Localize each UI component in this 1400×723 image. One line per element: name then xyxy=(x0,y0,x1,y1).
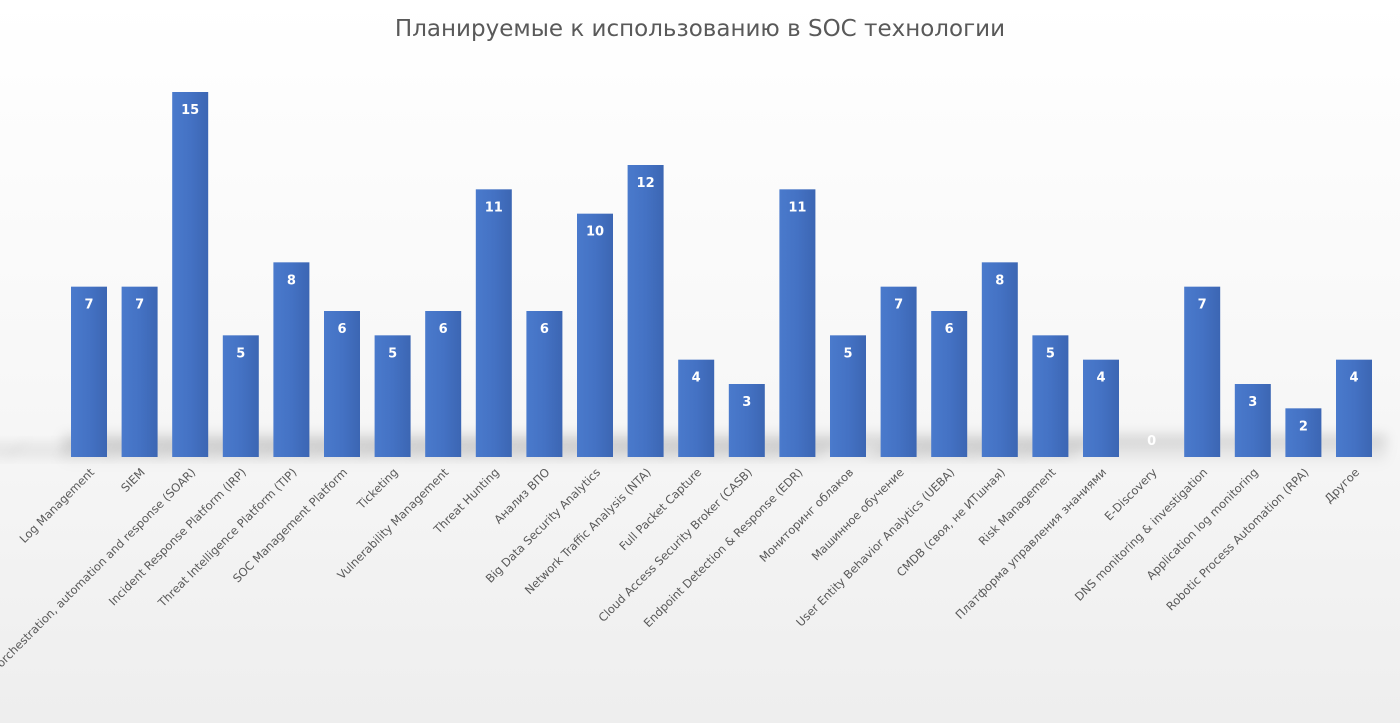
data-label: 6 xyxy=(945,322,954,337)
data-label: 6 xyxy=(337,322,346,337)
bars xyxy=(71,92,1372,458)
bar xyxy=(172,92,209,457)
bar xyxy=(71,286,107,457)
bar xyxy=(526,311,563,457)
bar xyxy=(222,335,259,457)
bar xyxy=(121,286,158,457)
bar xyxy=(1083,359,1119,457)
data-label: 15 xyxy=(181,103,199,118)
bar xyxy=(273,262,310,457)
data-label: 4 xyxy=(1349,371,1358,386)
data-label: 3 xyxy=(742,395,751,410)
bar xyxy=(627,165,664,457)
bar xyxy=(1184,286,1221,457)
data-label: 8 xyxy=(287,273,296,288)
bar xyxy=(1336,359,1372,457)
data-label: 4 xyxy=(692,371,701,386)
bar xyxy=(728,384,765,457)
data-label: 11 xyxy=(485,200,503,215)
x-tick-label: Машинное обучение xyxy=(809,465,907,563)
data-label: 10 xyxy=(586,225,604,240)
x-tick-label: Log Management xyxy=(17,465,98,546)
data-label: 11 xyxy=(788,200,806,215)
bar xyxy=(1234,384,1271,457)
data-label: 5 xyxy=(1046,346,1055,361)
chart-title: Планируемые к использованию в SOC технол… xyxy=(394,16,1006,42)
bar xyxy=(1285,408,1322,457)
data-label: 7 xyxy=(84,298,93,313)
bar xyxy=(577,213,613,457)
data-label: 6 xyxy=(439,322,448,337)
bar xyxy=(1032,335,1069,457)
data-label: 4 xyxy=(1096,371,1105,386)
bar xyxy=(880,286,917,457)
data-label: 6 xyxy=(540,322,549,337)
value-labels: 7 7 15 5 8 6 5 6 11 6 10 12 4 3 11 5 7 6 8 5 4 0 7 3 2 4 xyxy=(84,103,1358,449)
data-label: 2 xyxy=(1299,419,1308,434)
bar xyxy=(475,189,512,458)
bar xyxy=(931,311,968,457)
data-label: 12 xyxy=(637,176,655,191)
bar-shadow xyxy=(0,443,24,457)
data-label: 7 xyxy=(135,298,144,313)
bar xyxy=(779,189,816,458)
data-label: 0 xyxy=(1147,434,1156,449)
data-label: 5 xyxy=(388,346,397,361)
category-labels: Log ManagementSIEMSecurity orchestration… xyxy=(0,465,1362,706)
data-label: 7 xyxy=(1198,298,1207,313)
bar-shadow xyxy=(10,443,74,457)
data-label: 7 xyxy=(894,298,903,313)
bar xyxy=(678,359,715,457)
x-tick-label: Мониторинг облаков xyxy=(756,465,856,565)
bar xyxy=(830,335,866,457)
x-tick-label: Другое xyxy=(1322,465,1362,505)
bar xyxy=(324,311,360,457)
bar xyxy=(374,335,411,457)
data-label: 8 xyxy=(995,273,1004,288)
data-label: 5 xyxy=(843,346,852,361)
data-label: 3 xyxy=(1248,395,1257,410)
bar xyxy=(981,262,1018,457)
bar xyxy=(425,311,462,457)
x-tick-label: Ticketing xyxy=(353,465,400,512)
data-label: 5 xyxy=(236,346,245,361)
x-tick-label: SIEM xyxy=(118,465,148,495)
